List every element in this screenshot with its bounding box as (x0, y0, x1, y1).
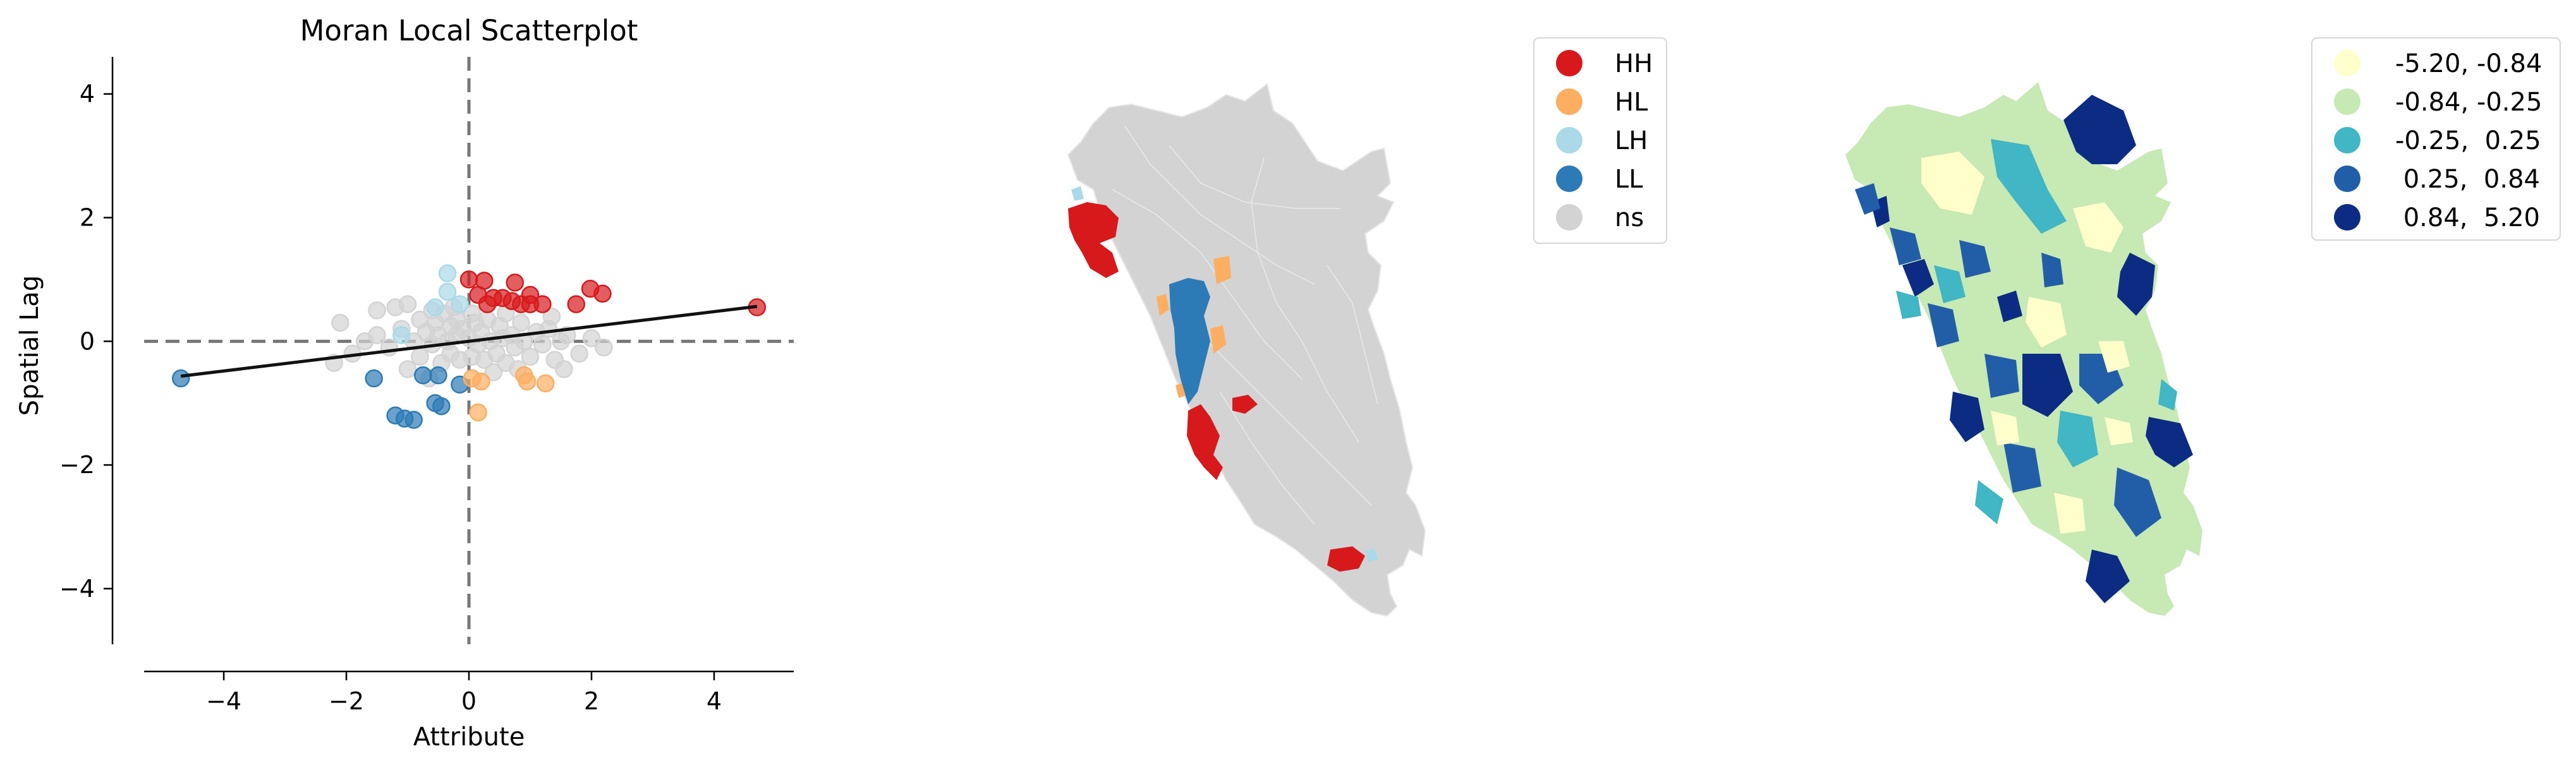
legend-marker (2334, 165, 2360, 192)
scatter-point (536, 374, 555, 393)
legend-marker (1556, 204, 1583, 231)
scatter-point (432, 397, 451, 416)
scatter-point (459, 270, 478, 289)
legend-label: LH (1615, 126, 1648, 155)
scatter-point (365, 369, 383, 388)
legend-marker (1556, 127, 1583, 153)
scatter-point (593, 284, 612, 303)
x-ticks: −4 −2 0 2 4 (206, 671, 722, 715)
legend-marker (2334, 88, 2360, 115)
fit-line (180, 304, 758, 378)
scatter-point (533, 335, 552, 354)
lisa-cluster-map (1067, 83, 1426, 617)
scatter-point (484, 363, 503, 382)
scatter-point (506, 274, 524, 292)
scatter-point (438, 282, 457, 301)
legend-label: ns (1615, 203, 1644, 232)
scatter-point (331, 313, 349, 332)
legend-label: 0.84, 5.20 (2395, 203, 2540, 232)
y-tick-label: −4 (59, 575, 95, 603)
scatter-point (463, 304, 482, 323)
scatter-point (595, 338, 613, 357)
peru-map-base (1067, 83, 1426, 617)
scatter-point (392, 326, 411, 344)
scatter-point (521, 286, 540, 304)
scatter-point (451, 295, 469, 313)
hh-regions (1068, 202, 1365, 572)
quantile-legend: -5.20, -0.84 -0.84, -0.25 -0.25, 0.25 0.25… (2311, 37, 2561, 241)
x-tick-label: −4 (206, 687, 241, 715)
scatter-point (469, 403, 487, 422)
legend-label: -0.25, 0.25 (2395, 126, 2541, 155)
legend-marker (1556, 50, 1583, 76)
x-tick-label: −2 (329, 687, 364, 715)
scatter-points (171, 264, 767, 429)
legend-marker (1556, 88, 1583, 115)
lisa-legend: HH HL LH LL ns (1533, 37, 1667, 244)
scatter-point (171, 369, 190, 388)
scatter-panel: Moran Local Scatterplot −4 −2 0 2 4 −4−2024 … (15, 14, 794, 752)
scatter-point (414, 366, 432, 385)
scatter-point (429, 366, 447, 385)
y-tick-label: 2 (80, 204, 95, 232)
legend-label: HL (1615, 88, 1648, 117)
legend-label: -5.20, -0.84 (2395, 49, 2542, 78)
choropleth-darkest (1871, 95, 2193, 603)
legend-label: 0.25, 0.84 (2395, 165, 2540, 194)
legend-marker (2334, 204, 2360, 231)
lh-regions (1071, 186, 1378, 562)
legend-label: LL (1615, 165, 1643, 194)
scatter-point (404, 411, 423, 429)
quantile-legend-frame (2311, 37, 2561, 241)
y-tick-label: 0 (80, 327, 95, 355)
x-tick-label: 4 (707, 687, 722, 715)
x-axis-label: Attribute (413, 723, 525, 752)
scatter-point (515, 366, 533, 385)
quantile-choropleth-map (1845, 82, 2202, 616)
scatter-point (512, 313, 530, 332)
y-tick-label: −2 (59, 451, 95, 479)
x-tick-label: 2 (584, 687, 599, 715)
y-ticks: −4 −2 0 2 4 (59, 80, 112, 603)
scatter-point (469, 286, 487, 304)
y-tick-label: 4 (80, 80, 95, 108)
legend-label: -0.84, -0.25 (2395, 88, 2542, 117)
scatter-point (411, 347, 429, 366)
legend-marker (2334, 127, 2360, 153)
ll-regions (1169, 278, 1210, 404)
legend-marker (2334, 50, 2360, 76)
regression-line (180, 304, 758, 378)
scatter-point (533, 295, 552, 313)
y-axis-label: Spatial Lag (15, 275, 44, 416)
scatter-title: Moran Local Scatterplot (300, 14, 638, 47)
hl-regions (1157, 256, 1231, 398)
legend-label: HH (1615, 49, 1653, 78)
choropleth-light (1921, 152, 2133, 534)
x-tick-label: 0 (461, 687, 477, 715)
lisa-legend-items: HH HL LH LL ns (1556, 49, 1653, 232)
scatter-point (555, 360, 573, 378)
scatter-point (398, 360, 417, 378)
scatter-point (438, 264, 457, 282)
legend-marker (1556, 165, 1583, 192)
scatter-point (521, 347, 540, 366)
scatter-point (368, 326, 386, 344)
scatter-point (567, 295, 585, 313)
scatter-point (426, 298, 444, 316)
scatter-point (542, 307, 561, 326)
scatter-point (582, 329, 601, 347)
scatter-point (398, 295, 417, 313)
choropleth-mid (1896, 139, 2177, 524)
scatter-point (368, 301, 386, 320)
scatter-point (472, 372, 490, 391)
scatter-point (570, 344, 588, 363)
quantile-legend-items: -5.20, -0.84 -0.84, -0.25 -0.25, 0.25 0.25… (2334, 49, 2542, 232)
